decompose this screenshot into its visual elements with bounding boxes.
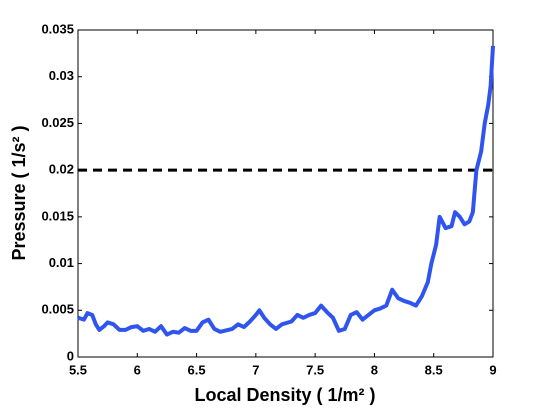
y-tick-label: 0.015 [41,208,74,223]
y-tick-label: 0.03 [49,68,74,83]
y-tick-label: 0.025 [41,115,74,130]
plot-frame [77,29,494,358]
x-tick-label: 7 [252,362,259,377]
x-tick-label: 7.5 [306,362,324,377]
data-line [77,45,495,337]
y-tick-label: 0 [67,348,74,363]
x-tick-label: 6.5 [188,362,206,377]
x-tick-label: 8.5 [425,362,443,377]
y-tick-label: 0.01 [49,255,74,270]
x-tick-label: 5.5 [69,362,87,377]
x-tick-label: 8 [371,362,378,377]
x-axis-title: Local Density ( 1/m² ) [194,385,375,405]
y-axis-title: Pressure ( 1/s² ) [9,125,29,260]
y-tick-label: 0.02 [49,162,74,177]
x-tick-label: 9 [489,362,496,377]
x-tick-label: 6 [134,362,141,377]
y-tick-label: 0.035 [41,21,74,36]
y-tick-label: 0.005 [41,302,74,317]
